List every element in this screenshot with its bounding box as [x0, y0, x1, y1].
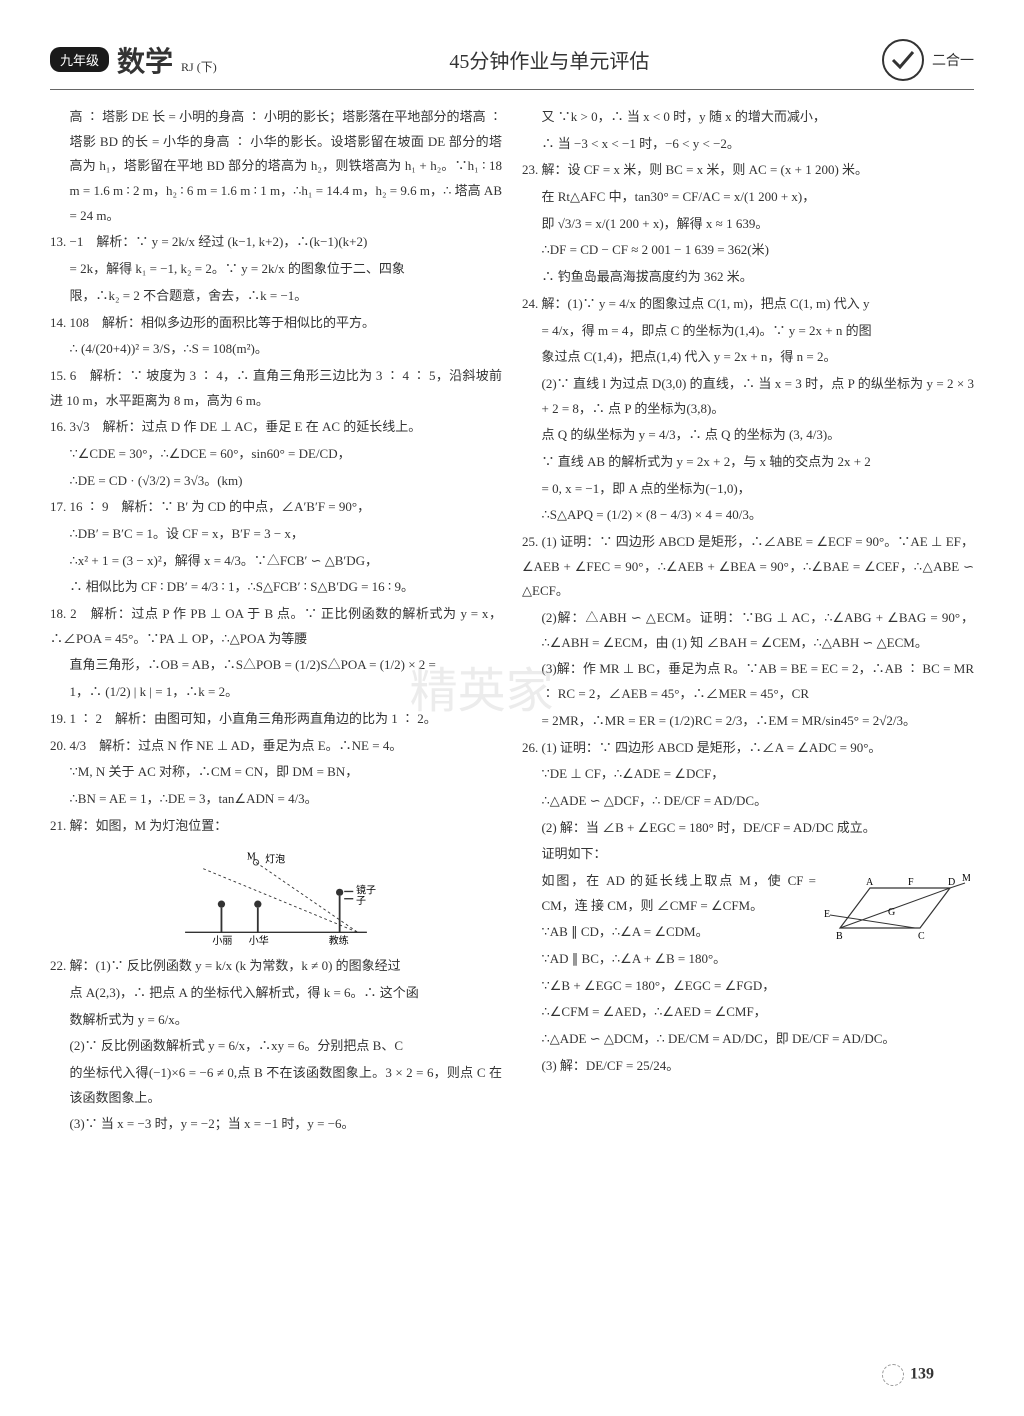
text: ∴△ADE ∽ △DCF，∴ DE/CF = AD/DC。 — [522, 789, 974, 814]
svg-text:M: M — [247, 852, 256, 863]
svg-text:C: C — [918, 931, 925, 942]
text: ∵∠CDE = 30°，∴∠DCE = 60°，sin60° = DE/CD， — [50, 442, 502, 467]
text: 26. (1) 证明：∵ 四边形 ABCD 是矩形，∴∠A = ∠ADC = 9… — [522, 736, 974, 761]
combo-text: 二合一 — [932, 50, 974, 70]
text: ∴S△APQ = (1/2) × (8 − 4/3) × 4 = 40/3。 — [522, 503, 974, 528]
text: (2) 解：当 ∠B + ∠EGC = 180° 时，DE/CF = AD/DC… — [522, 816, 974, 841]
content-body: 高 ∶ 塔影 DE 长 = 小明的身高 ∶ 小明的影长；塔影落在平地部分的塔高 … — [50, 105, 974, 1139]
text: 21. 解：如图，M 为灯泡位置： — [50, 814, 502, 839]
logo-icon — [882, 39, 924, 81]
header-center-title: 45分钟作业与单元评估 — [217, 45, 882, 74]
text: 17. 16 ∶ 9 解析：∵ B′ 为 CD 的中点，∠A′B′F = 90°… — [50, 495, 502, 520]
text: 15. 6 解析：∵ 坡度为 3 ∶ 4，∴ 直角三角形三边比为 3 ∶ 4 ∶… — [50, 364, 502, 413]
text: ∴∠CFM = ∠AED，∴∠AED = ∠CMF， — [522, 1000, 974, 1025]
grade-badge: 九年级 — [50, 47, 109, 72]
left-column: 高 ∶ 塔影 DE 长 = 小明的身高 ∶ 小明的影长；塔影落在平地部分的塔高 … — [50, 105, 502, 1139]
text: 14. 108 解析：相似多边形的面积比等于相似比的平方。 — [50, 311, 502, 336]
text: ∵DE ⊥ CF，∴∠ADE = ∠DCF， — [522, 762, 974, 787]
text: = 2MR，∴MR = ER = (1/2)RC = 2/3，∴EM = MR/… — [522, 709, 974, 734]
subject-title: 数学 — [117, 40, 173, 80]
svg-text:小华: 小华 — [249, 934, 269, 946]
text: 直角三角形，∴OB = AB，∴S△POB = (1/2)S△POA = (1/… — [50, 653, 502, 678]
diagram-lamp: M 灯泡 镜子 子 小丽 小华 教练 — [50, 846, 502, 946]
svg-text:教练: 教练 — [329, 934, 349, 946]
text: 19. 1 ∶ 2 解析：由图可知，小直角三角形两直角边的比为 1 ∶ 2。 — [50, 707, 502, 732]
text: 13. −1 解析：∵ y = 2k/x 经过 (k−1, k+2)，∴(k−1… — [50, 230, 502, 255]
text: 22. 解：(1)∵ 反比例函数 y = k/x (k 为常数，k ≠ 0) 的… — [50, 954, 502, 979]
text: ∴ 相似比为 CF ∶ DB′ = 4/3 ∶ 1，∴S△FCB′ ∶ S△B′… — [50, 575, 502, 600]
svg-text:A: A — [866, 877, 874, 888]
text: ∵∠B + ∠EGC = 180°，∠EGC = ∠FGD， — [522, 974, 974, 999]
svg-text:B: B — [836, 931, 843, 942]
svg-text:F: F — [908, 877, 914, 888]
text: ∴DE = CD · (√3/2) = 3√3。(km) — [50, 469, 502, 494]
text: (2)∵ 直线 l 为过点 D(3,0) 的直线，∴ 当 x = 3 时，点 P… — [522, 372, 974, 421]
page: 九年级 数学 RJ (下) 45分钟作业与单元评估 二合一 高 ∶ 塔影 DE … — [0, 0, 1024, 1179]
book-edition: RJ (下) — [181, 58, 217, 79]
svg-text:G: G — [888, 907, 895, 918]
text: ∴ 钓鱼岛最高海拔高度约为 362 米。 — [522, 265, 974, 290]
text: (3) 解：DE/CF = 25/24。 — [522, 1054, 974, 1079]
text: 象过点 C(1,4)，把点(1,4) 代入 y = 2x + n，得 n = 2… — [522, 345, 974, 370]
text: 数解析式为 y = 6/x。 — [50, 1008, 502, 1033]
svg-text:灯泡: 灯泡 — [265, 853, 285, 866]
text: ∵AD ∥ BC，∴∠A + ∠B = 180°。 — [522, 947, 974, 972]
svg-text:小丽: 小丽 — [212, 935, 232, 946]
header: 九年级 数学 RJ (下) 45分钟作业与单元评估 二合一 — [50, 40, 974, 90]
text: ∴DB′ = B′C = 1。设 CF = x，B′F = 3 − x， — [50, 522, 502, 547]
text: ∵M, N 关于 AC 对称，∴CM = CN，即 DM = BN， — [50, 760, 502, 785]
text: = 2k，解得 k₁ = −1, k₂ = 2。∵ y = 2k/x 的图象位于… — [50, 257, 502, 282]
text: ∴x² + 1 = (3 − x)²，解得 x = 4/3。∵△FCB′ ∽ △… — [50, 549, 502, 574]
text: (3)∵ 当 x = −3 时，y = −2；当 x = −1 时，y = −6… — [50, 1112, 502, 1137]
text: = 0, x = −1，即 A 点的坐标为(−1,0)， — [522, 477, 974, 502]
text: 1，∴ (1/2) | k | = 1，∴k = 2。 — [50, 680, 502, 705]
svg-text:D: D — [948, 877, 955, 888]
text: 点 A(2,3)，∴ 把点 A 的坐标代入解析式，得 k = 6。∴ 这个函 — [50, 981, 502, 1006]
text: 24. 解：(1)∵ y = 4/x 的图象过点 C(1, m)，把点 C(1,… — [522, 292, 974, 317]
svg-text:镜子: 镜子 — [356, 884, 376, 897]
text: ∵ 直线 AB 的解析式为 y = 2x + 2，与 x 轴的交点为 2x + … — [522, 450, 974, 475]
header-right: 二合一 — [882, 39, 974, 81]
text: 又 ∵k > 0，∴ 当 x < 0 时，y 随 x 的增大而减小， — [522, 105, 974, 130]
text: 点 Q 的纵坐标为 y = 4/3，∴ 点 Q 的坐标为 (3, 4/3)。 — [522, 423, 974, 448]
text: ∴ 当 −3 < x < −1 时，−6 < y < −2。 — [522, 132, 974, 157]
text: 23. 解：设 CF = x 米，则 BC = x 米，则 AC = (x + … — [522, 158, 974, 183]
text: 18. 2 解析：过点 P 作 PB ⊥ OA 于 B 点。∵ 正比例函数的解析… — [50, 602, 502, 651]
diagram-parallelogram: B C D A E F M G — [820, 873, 970, 943]
text: ∴BN = AE = 1，∴DE = 3，tan∠ADN = 4/3。 — [50, 787, 502, 812]
text: ∴DF = CD − CF ≈ 2 001 − 1 639 = 362(米) — [522, 238, 974, 263]
text: = 4/x，得 m = 4，即点 C 的坐标为(1,4)。∵ y = 2x + … — [522, 319, 974, 344]
text: 25. (1) 证明：∵ 四边形 ABCD 是矩形，∴∠ABE = ∠ECF =… — [522, 530, 974, 604]
page-number: 139 — [882, 1364, 934, 1386]
text: ∴△ADE ∽ △DCM，∴ DE/CM = AD/DC，即 DE/CF = A… — [522, 1027, 974, 1052]
svg-text:子: 子 — [356, 895, 366, 907]
svg-text:M: M — [962, 873, 970, 884]
svg-text:E: E — [824, 909, 830, 920]
right-column: 又 ∵k > 0，∴ 当 x < 0 时，y 随 x 的增大而减小， ∴ 当 −… — [522, 105, 974, 1139]
text: 的坐标代入得(−1)×6 = −6 ≠ 0,点 B 不在该函数图象上。3 × 2… — [50, 1061, 502, 1110]
text: 即 √3/3 = x/(1 200 + x)，解得 x ≈ 1 639。 — [522, 212, 974, 237]
text: (2)解：△ABH ∽ △ECM。证明：∵BG ⊥ AC，∴∠ABG + ∠BA… — [522, 606, 974, 655]
text: (3)解：作 MR ⊥ BC，垂足为点 R。∵AB = BE = EC = 2，… — [522, 657, 974, 706]
text: ∴ (4/(20+4))² = 3/S，∴S = 108(m²)。 — [50, 337, 502, 362]
text: 在 Rt△AFC 中，tan30° = CF/AC = x/(1 200 + x… — [522, 185, 974, 210]
text: 限，∴k₂ = 2 不合题意，舍去，∴k = −1。 — [50, 284, 502, 309]
text: 16. 3√3 解析：过点 D 作 DE ⊥ AC，垂足 E 在 AC 的延长线… — [50, 415, 502, 440]
text: 20. 4/3 解析：过点 N 作 NE ⊥ AD，垂足为点 E。∴NE = 4… — [50, 734, 502, 759]
text: (2)∵ 反比例函数解析式 y = 6/x，∴xy = 6。分别把点 B、C — [50, 1034, 502, 1059]
text: 高 ∶ 塔影 DE 长 = 小明的身高 ∶ 小明的影长；塔影落在平地部分的塔高 … — [50, 105, 502, 228]
text: 证明如下： — [522, 842, 974, 867]
